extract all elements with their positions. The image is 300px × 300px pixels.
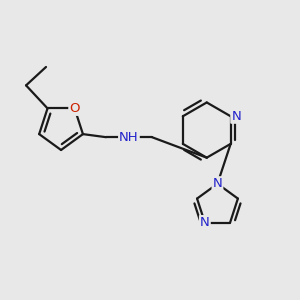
Text: N: N <box>213 177 222 190</box>
Text: N: N <box>200 216 210 229</box>
Text: NH: NH <box>119 131 139 144</box>
Text: O: O <box>69 102 80 115</box>
Text: N: N <box>231 110 241 123</box>
